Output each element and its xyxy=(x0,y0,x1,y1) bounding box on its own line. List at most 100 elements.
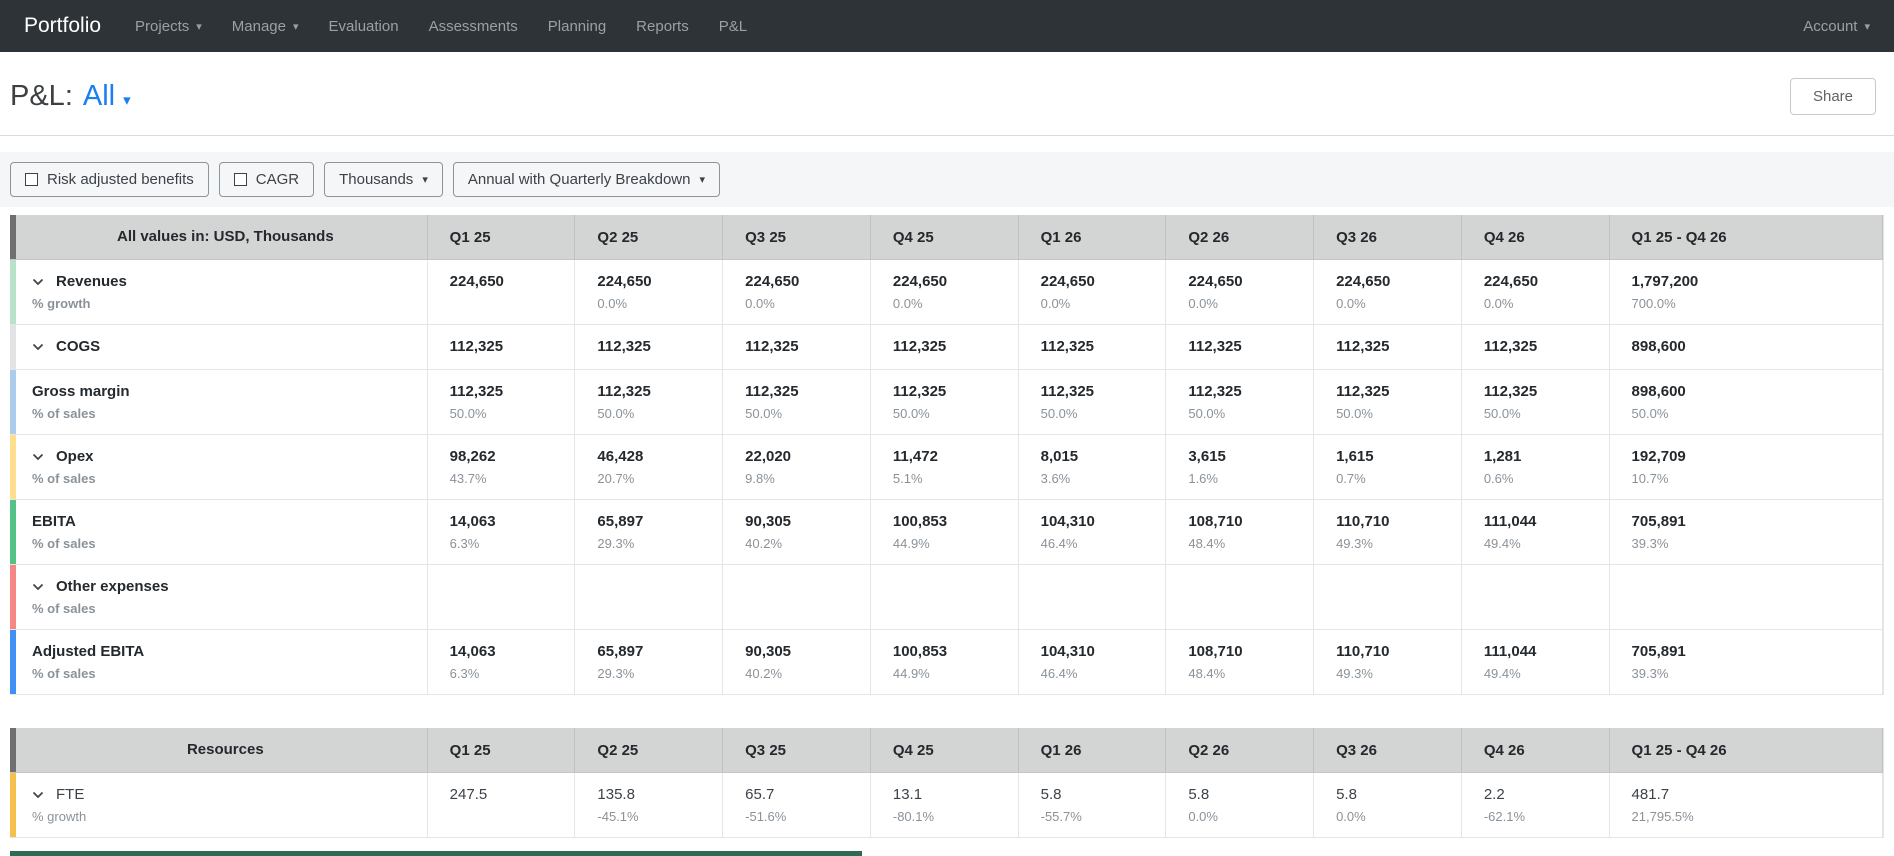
cell-subvalue: 5.1% xyxy=(892,471,923,486)
table-row: Opex % of sales 98,262 43.7% 46,428 20.7% 22,0… xyxy=(10,435,1883,500)
brand-logo[interactable]: Portfolio xyxy=(24,14,102,37)
value-cell: 112,325 xyxy=(871,325,1019,369)
chevron-down-icon: ▾ xyxy=(292,20,299,33)
cell-value: 111,044 xyxy=(1483,643,1537,660)
cell-value: 112,325 xyxy=(449,338,504,355)
cell-subvalue: 50.0% xyxy=(1040,406,1078,421)
row-sublabel: % growth xyxy=(32,809,87,824)
cell-subvalue: 29.3% xyxy=(597,666,635,681)
cell-value: 100,853 xyxy=(892,643,948,660)
column-header-q4-25: Q4 25 xyxy=(871,215,1019,259)
value-cell: 90,305 40.2% xyxy=(723,500,871,564)
period-breakdown-dropdown[interactable]: Annual with Quarterly Breakdown ▾ xyxy=(452,162,720,197)
chevron-down-icon: ▾ xyxy=(1864,20,1870,33)
cell-value: 1,281 xyxy=(1483,448,1522,465)
cell-value: 5.8 xyxy=(1188,786,1210,803)
nav-item-evaluation[interactable]: Evaluation xyxy=(329,18,399,35)
cell-value: 112,325 xyxy=(1188,338,1242,355)
value-cell: 224,650 0.0% xyxy=(1019,260,1167,324)
cell-subvalue: 6.3% xyxy=(449,536,480,551)
row-sublabel: % growth xyxy=(32,296,91,311)
row-sublabel: % of sales xyxy=(32,536,96,551)
value-cell: 104,310 46.4% xyxy=(1019,630,1167,694)
value-cell: 90,305 40.2% xyxy=(723,630,871,694)
table-row: FTE % growth 247.5 135.8 -45.1% 65.7 -51.6% 13.… xyxy=(10,773,1883,838)
nav-menu: Projects ▾ Manage ▾ Evaluation Assessmen… xyxy=(135,18,1803,35)
table-row: Adjusted EBITA % of sales 14,063 6.3% 65,897… xyxy=(10,630,1883,695)
row-label: Gross margin xyxy=(32,381,419,403)
horizontal-scrollbar[interactable] xyxy=(10,851,863,856)
cell-value: 112,325 xyxy=(892,338,947,355)
nav-item-label: Manage xyxy=(231,17,286,35)
cell-subvalue: 0.0% xyxy=(1336,809,1366,824)
cell-value: 112,325 xyxy=(1483,338,1538,355)
value-cell xyxy=(428,565,576,629)
toggle-label: CAGR xyxy=(255,171,300,188)
value-cell xyxy=(1166,565,1315,629)
value-cell: 224,650 0.0% xyxy=(723,260,871,324)
table-row: Revenues% growth 224,650 224,650 0.0% 224,65… xyxy=(10,260,1883,325)
cell-value: 112,325 xyxy=(745,383,799,400)
cell-subvalue: -80.1% xyxy=(892,809,935,824)
cell-value: 224,650 xyxy=(745,273,800,290)
column-header-q1-26: Q1 26 xyxy=(1019,728,1167,772)
pnl-scope-dropdown[interactable]: All ▾ xyxy=(83,80,131,113)
cell-value: 112,325 xyxy=(1336,383,1390,400)
page-header: P&L: All ▾ Share xyxy=(0,52,1894,135)
table-header-row: Resources Q1 25 Q2 25 Q3 25 Q4 25 Q1 26 Q2 26 Q… xyxy=(10,728,1883,773)
column-header-q1-25-q4-26: Q1 25 - Q4 26 xyxy=(1610,215,1883,259)
nav-item-manage[interactable]: Manage ▾ xyxy=(232,18,299,35)
cell-value: 224,650 xyxy=(1040,273,1095,290)
cell-value: 111,044 xyxy=(1483,513,1537,530)
cell-subvalue: 0.0% xyxy=(1483,296,1514,311)
chevron-down-icon[interactable] xyxy=(32,453,46,461)
dropdown-label: Thousands xyxy=(339,171,414,188)
value-cell: 111,044 49.4% xyxy=(1462,500,1610,564)
risk-adjusted-benefits-toggle[interactable]: Risk adjusted benefits xyxy=(10,162,209,197)
cell-subvalue: 0.0% xyxy=(1336,296,1366,311)
chevron-down-icon[interactable] xyxy=(32,791,46,799)
cell-subvalue: 0.0% xyxy=(1040,296,1071,311)
cell-value: 65,897 xyxy=(597,643,644,660)
nav-item-planning[interactable]: Planning xyxy=(548,18,606,35)
value-cell: 112,325 xyxy=(1462,325,1610,369)
chevron-down-icon[interactable] xyxy=(32,278,46,286)
chevron-down-icon[interactable] xyxy=(32,583,46,591)
checkbox-icon xyxy=(233,173,247,186)
cagr-toggle[interactable]: CAGR xyxy=(218,162,315,197)
cell-value: 110,710 xyxy=(1336,643,1390,660)
chevron-down-icon: ▾ xyxy=(123,91,131,109)
value-cell: 108,710 48.4% xyxy=(1166,630,1315,694)
value-cell: 224,650 0.0% xyxy=(575,260,724,324)
nav-item-assessments[interactable]: Assessments xyxy=(429,18,518,35)
row-label-cell: Revenues % growth xyxy=(10,260,428,324)
units-dropdown[interactable]: Thousands ▾ xyxy=(324,162,443,197)
cell-value: 3,615 xyxy=(1188,448,1226,465)
column-header-q2-26: Q2 26 xyxy=(1166,728,1315,772)
value-cell: 98,262 43.7% xyxy=(428,435,576,499)
cell-value: 224,650 xyxy=(892,273,948,290)
cell-value: 112,325 xyxy=(1483,383,1538,400)
cell-subvalue: 49.3% xyxy=(1336,666,1373,681)
value-cell: 1,281 0.6% xyxy=(1462,435,1610,499)
nav-item-label: Evaluation xyxy=(328,17,399,35)
cell-subvalue: 40.2% xyxy=(745,666,783,681)
value-cell: 112,325 50.0% xyxy=(1166,370,1315,434)
cell-subvalue: 0.0% xyxy=(745,296,775,311)
cell-subvalue: 29.3% xyxy=(597,536,635,551)
cell-value: 108,710 xyxy=(1188,643,1243,660)
cell-subvalue: -55.7% xyxy=(1040,809,1082,824)
value-cell: 108,710 48.4% xyxy=(1166,500,1315,564)
nav-item-pnl[interactable]: P&L xyxy=(719,18,747,35)
column-header-q4-25: Q4 25 xyxy=(871,728,1019,772)
share-button[interactable]: Share xyxy=(1789,78,1876,115)
nav-item-reports[interactable]: Reports xyxy=(636,18,689,35)
nav-item-projects[interactable]: Projects ▾ xyxy=(135,18,202,35)
column-header-q1-25: Q1 25 xyxy=(428,215,576,259)
value-cell: 112,325 xyxy=(575,325,724,369)
cell-value: 224,650 xyxy=(449,273,504,290)
value-cell xyxy=(1019,565,1167,629)
chevron-down-icon[interactable] xyxy=(32,343,46,351)
account-menu[interactable]: Account ▾ xyxy=(1803,18,1870,35)
table-corner-label: All values in: USD, Thousands xyxy=(10,215,428,259)
